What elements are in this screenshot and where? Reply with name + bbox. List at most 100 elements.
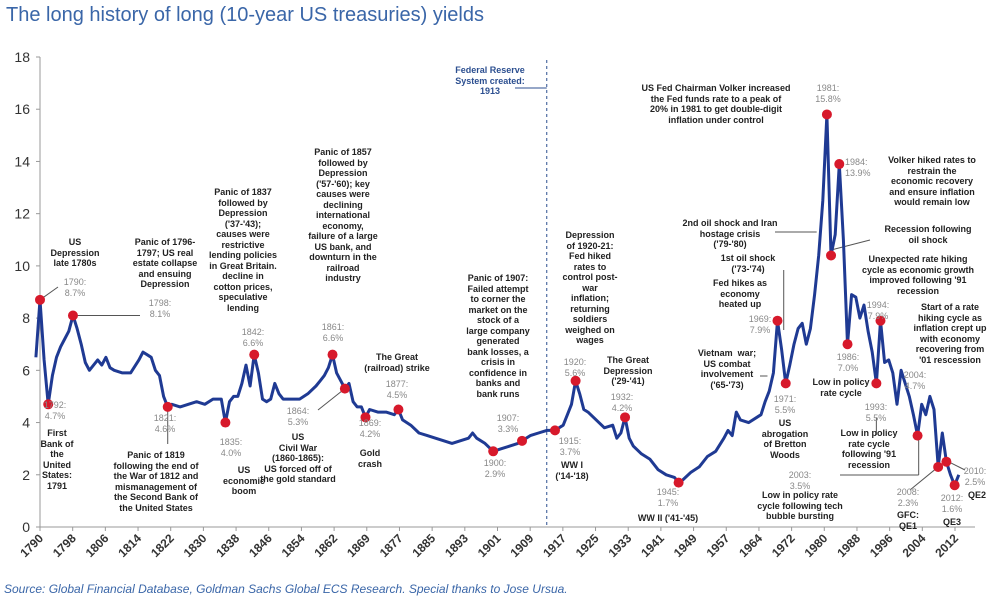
event-annotation: Gold crash	[357, 448, 383, 469]
event-annotation: Start of a rate hiking cycle as inflatio…	[913, 302, 987, 365]
y-tick-label: 18	[14, 49, 30, 65]
value-label: 1900: 2.9%	[483, 458, 507, 479]
y-tick-label: 6	[22, 362, 30, 378]
x-tick-label: 1893	[442, 531, 471, 560]
event-annotation: Low in policy rate cycle	[812, 377, 870, 398]
event-marker-1821	[162, 401, 173, 412]
event-annotation: US Civil War (1860-1865): US forced off …	[260, 432, 336, 484]
value-label: 2003: 3.5%	[788, 470, 812, 491]
chart-title: The long history of long (10-year US tre…	[6, 4, 484, 26]
event-marker-1835	[220, 417, 231, 428]
y-tick-label: 4	[22, 415, 30, 431]
value-label: 1945: 1.7%	[656, 487, 680, 508]
event-marker-1969	[772, 315, 783, 326]
event-marker-1982	[826, 250, 837, 261]
event-annotation: Panic of 1819 following the end of the W…	[113, 450, 199, 513]
event-annotation: Volker hiked rates to restrain the econo…	[888, 155, 976, 207]
x-tick-label: 1996	[867, 531, 896, 560]
event-marker-1864	[339, 383, 350, 394]
value-label: 1798: 8.1%	[148, 298, 172, 319]
annotation-connector	[830, 239, 871, 251]
x-tick-label: 1877	[377, 531, 406, 560]
x-tick-label: 1957	[704, 531, 733, 560]
event-annotation: Panic of 1796- 1797; US real estate coll…	[132, 237, 198, 289]
value-label: 1861: 6.6%	[321, 322, 345, 343]
value-label: 1969: 7.9%	[748, 314, 772, 335]
x-tick-label: 2012	[932, 531, 961, 560]
y-tick-label: 16	[14, 101, 30, 117]
event-marker-1986	[842, 339, 853, 350]
x-tick-label: 1862	[311, 531, 340, 560]
event-annotation: The Great (railroad) strike	[364, 352, 430, 373]
x-tick-label: 1830	[181, 531, 210, 560]
y-tick-label: 12	[14, 206, 30, 222]
event-marker-1994	[875, 315, 886, 326]
annotation-connector	[909, 466, 939, 491]
event-marker-2003	[912, 430, 923, 441]
event-marker-1971	[780, 378, 791, 389]
value-label: 1877: 4.5%	[385, 379, 409, 400]
event-annotation: WW II ('41-'45)	[637, 513, 699, 523]
event-annotation: Panic of 1907: Failed attempt to corner …	[466, 273, 530, 399]
x-tick-label: 1909	[508, 531, 537, 560]
y-tick-label: 2	[22, 467, 30, 483]
event-marker-1920	[570, 375, 581, 386]
event-marker-1984	[834, 159, 845, 170]
x-tick-label: 1901	[475, 531, 504, 560]
x-tick-label: 2004	[900, 531, 929, 560]
event-annotation: Depression of 1920-21: Fed hiked rates t…	[562, 230, 618, 345]
event-marker-1981	[821, 109, 832, 120]
x-tick-label: 1822	[148, 531, 177, 560]
x-tick-label: 1941	[638, 531, 667, 560]
value-label: 1835: 4.0%	[219, 437, 243, 458]
event-annotation: US Fed Chairman Volker increased the Fed…	[641, 83, 791, 125]
value-label: 1981: 15.8%	[815, 83, 841, 104]
y-tick-label: 10	[14, 258, 30, 274]
event-marker-1907	[517, 435, 528, 446]
value-label: 1971: 5.5%	[773, 394, 797, 415]
event-annotation: 2nd oil shock and Iran hostage crisis ('…	[682, 218, 778, 249]
event-annotation: The Great Depression ('29-'41)	[603, 355, 653, 386]
x-tick-label: 1980	[802, 531, 831, 560]
event-annotation: QE2	[967, 490, 987, 500]
event-annotation: GFC: QE1	[897, 510, 919, 531]
x-tick-label: 1964	[736, 531, 765, 560]
event-annotation: WW I ('14-'18)	[555, 460, 589, 481]
event-annotation: Fed hikes as economy heated up	[712, 278, 768, 309]
value-label: 1790: 8.7%	[63, 277, 87, 298]
event-marker-1900	[488, 446, 499, 457]
event-marker-2008	[933, 461, 944, 472]
value-label: 2008: 2.3%	[896, 487, 920, 508]
event-annotation: Low in policy rate cycle following '91 r…	[840, 428, 898, 470]
event-marker-1861	[327, 349, 338, 360]
x-tick-label: 1846	[246, 531, 275, 560]
value-label: 1792: 4.7%	[43, 400, 67, 421]
value-label: 1842: 6.6%	[241, 327, 265, 348]
event-annotation: Vietnam war; US combat involvement ('65-…	[697, 348, 757, 390]
event-annotation: First Bank of the United States: 1791	[40, 428, 74, 491]
event-annotation: US economic boom	[222, 465, 266, 496]
event-annotation: Recession following oil shock	[884, 224, 972, 245]
value-label: 1821: 4.6%	[153, 413, 177, 434]
value-label: 1869: 4.2%	[358, 418, 382, 439]
event-marker-1877	[393, 404, 404, 415]
x-tick-label: 1814	[115, 531, 144, 560]
event-annotation: Low in policy rate cycle following tech …	[757, 490, 843, 521]
x-tick-label: 1949	[671, 531, 700, 560]
event-annotation: Unexpected rate hiking cycle as economic…	[861, 254, 975, 296]
y-tick-label: 0	[22, 519, 30, 535]
event-annotation: QE3	[942, 517, 962, 527]
y-tick-label: 14	[14, 153, 30, 169]
x-tick-label: 1869	[344, 531, 373, 560]
value-label: 1907: 3.3%	[496, 413, 520, 434]
event-marker-1790	[35, 294, 45, 305]
x-tick-label: 1790	[17, 531, 46, 560]
event-annotation: Panic of 1857 followed by Depression ('5…	[308, 147, 378, 283]
annotation-connector	[317, 388, 346, 411]
value-label: 2012: 1.6%	[940, 493, 964, 514]
value-label: 1994: 7.9%	[866, 300, 890, 321]
event-marker-1932	[620, 412, 631, 423]
event-marker-1842	[249, 349, 260, 360]
